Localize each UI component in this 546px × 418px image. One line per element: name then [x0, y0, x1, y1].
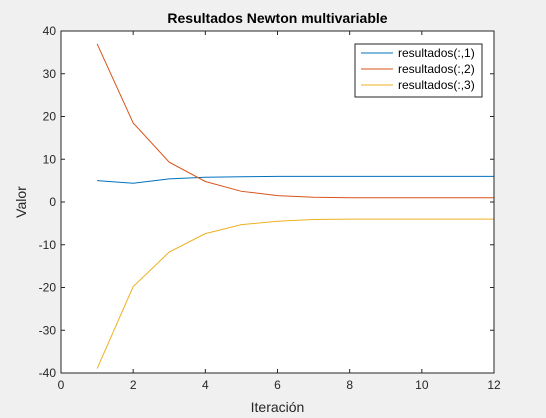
y-axis-label: Valor — [13, 186, 29, 218]
chart-title: Resultados Newton multivariable — [167, 10, 387, 26]
y-tick-label: -30 — [39, 323, 57, 337]
x-tick-label: 6 — [274, 378, 281, 392]
x-tick-label: 0 — [58, 378, 65, 392]
y-tick-label: -40 — [39, 366, 57, 380]
legend-label-3: resultados(:,3) — [398, 78, 475, 92]
legend[interactable]: resultados(:,1) resultados(:,2) resultados… — [354, 43, 483, 98]
y-tick-label: 0 — [49, 195, 56, 209]
y-tick-label: 20 — [43, 110, 57, 124]
series-layer — [96, 43, 494, 369]
legend-label-1: resultados(:,1) — [398, 46, 475, 60]
x-tick-label: 8 — [346, 378, 353, 392]
series-line-1 — [97, 175, 494, 184]
series-line-2 — [96, 43, 494, 199]
series-line-3 — [96, 218, 494, 369]
y-tick-label: 10 — [43, 152, 57, 166]
x-tick-label: 12 — [487, 378, 501, 392]
ticks-layer: 0 2 4 6 8 10 12 -40 -30 -20 -10 0 10 20 30 40 — [39, 24, 501, 392]
x-tick-label: 4 — [202, 378, 209, 392]
legend-label-2: resultados(:,2) — [398, 62, 475, 76]
x-tick-label: 10 — [415, 378, 429, 392]
y-tick-label: 30 — [43, 67, 57, 81]
x-tick-label: 2 — [130, 378, 137, 392]
y-tick-label: 40 — [43, 24, 57, 38]
x-axis-label: Iteración — [251, 399, 305, 415]
y-tick-label: -10 — [39, 238, 57, 252]
y-tick-label: -20 — [39, 281, 57, 295]
